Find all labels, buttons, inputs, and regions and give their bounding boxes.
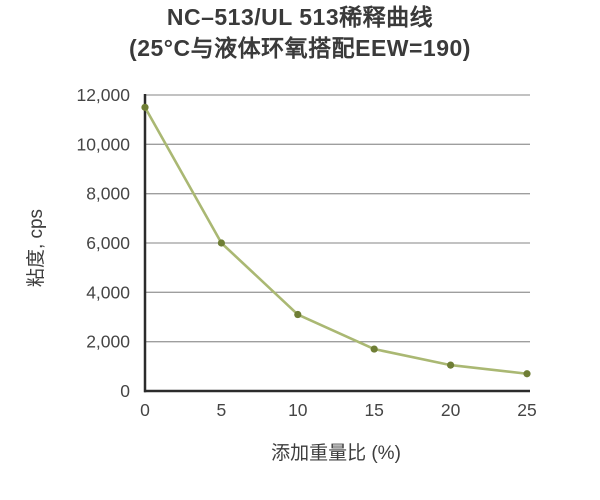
series-line: [143, 106, 529, 376]
y-tick-label: 0: [120, 381, 130, 401]
data-point: [294, 310, 302, 319]
data-point: [141, 103, 149, 111]
x-tick-label: 0: [140, 400, 150, 420]
data-point: [217, 239, 225, 247]
x-tick-label: 10: [288, 400, 308, 420]
y-tick-label: 4,000: [86, 282, 130, 302]
y-tick-label: 10,000: [76, 134, 130, 154]
x-tick-label: 20: [441, 400, 461, 420]
y-tick-label: 12,000: [76, 85, 130, 105]
x-tick-label: 5: [217, 400, 227, 420]
data-point: [523, 370, 531, 378]
y-tick-label: 2,000: [86, 332, 130, 352]
chart-title-line1: NC–513/UL 513稀释曲线: [166, 4, 434, 30]
data-point: [370, 345, 378, 353]
chart-title-line2: (25°C与液体环氧搭配EEW=190): [129, 35, 471, 61]
y-tick-label: 8,000: [86, 184, 130, 204]
chart-title: NC–513/UL 513稀释曲线 (25°C与液体环氧搭配EEW=190): [0, 2, 600, 64]
x-tick-label: 15: [364, 400, 383, 420]
data-point: [447, 361, 455, 369]
y-tick-label: 6,000: [86, 233, 130, 253]
x-tick-label: 25: [517, 400, 536, 420]
x-axis-title: 添加重量比 (%): [271, 443, 401, 464]
y-axis-title: 粘度, cps: [26, 208, 47, 288]
